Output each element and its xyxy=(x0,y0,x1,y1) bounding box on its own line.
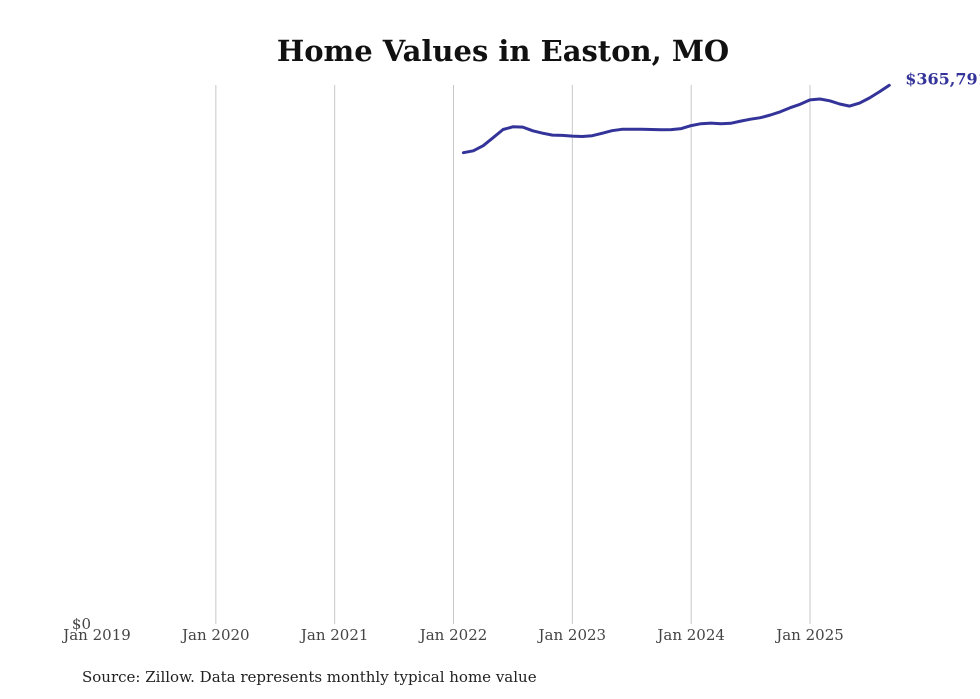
source-note: Source: Zillow. Data represents monthly … xyxy=(82,668,537,686)
x-tick-label: Jan 2019 xyxy=(61,626,131,644)
x-tick-label: Jan 2025 xyxy=(774,626,844,644)
x-tick-label: Jan 2021 xyxy=(299,626,369,644)
series-group xyxy=(461,83,891,155)
y-tick-label: $0 xyxy=(72,615,91,633)
gridlines xyxy=(215,85,811,624)
x-tick-label: Jan 2024 xyxy=(655,626,725,644)
x-tick-label: Jan 2023 xyxy=(537,626,607,644)
series-line xyxy=(461,83,891,155)
y-axis-ticks: $0 xyxy=(72,615,91,633)
x-tick-label: Jan 2020 xyxy=(180,626,250,644)
x-axis-ticks: Jan 2019 Jan 2020 Jan 2021 Jan 2022 Jan 2023… xyxy=(61,626,844,644)
x-tick-label: Jan 2022 xyxy=(418,626,488,644)
chart-title: Home Values in Easton, MO xyxy=(277,34,729,68)
end-value-label: $365,791 xyxy=(905,69,980,88)
